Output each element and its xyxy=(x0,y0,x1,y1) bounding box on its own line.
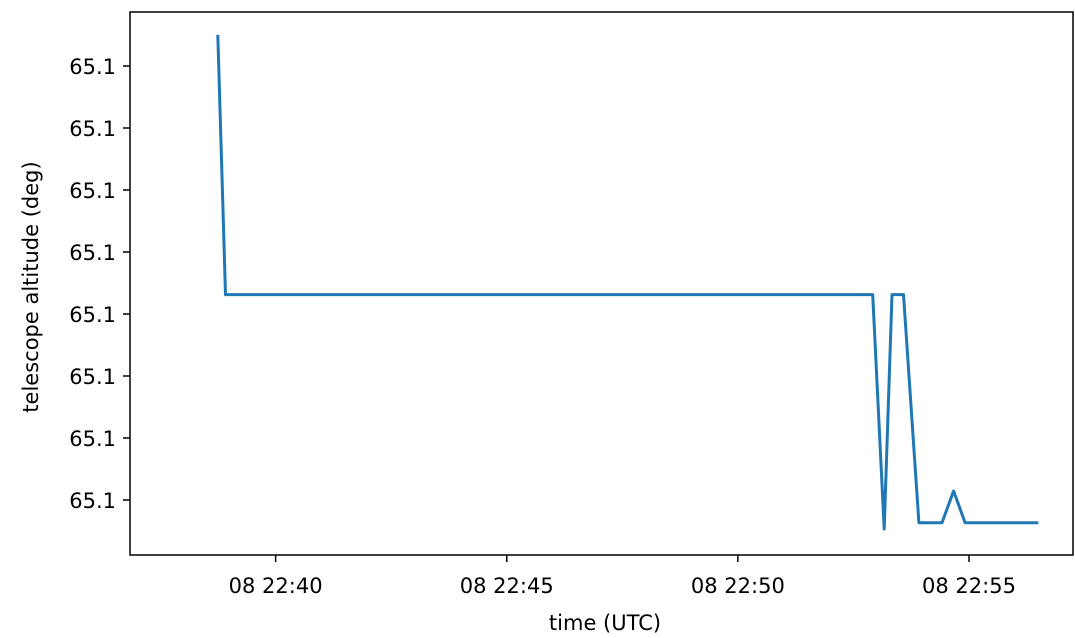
y-tick-label: 65.1 xyxy=(69,117,116,141)
series-line xyxy=(216,34,1039,531)
y-tick-label: 65.1 xyxy=(69,365,116,389)
y-tick-label: 65.1 xyxy=(69,427,116,451)
y-tick-label: 65.1 xyxy=(69,489,116,513)
series-lines xyxy=(216,34,1039,531)
x-tick-label: 08 22:50 xyxy=(691,574,785,598)
y-tick-label: 65.1 xyxy=(69,179,116,203)
x-tick-label: 08 22:45 xyxy=(460,574,554,598)
x-tick-label: 08 22:40 xyxy=(229,574,323,598)
y-axis-label: telescope altitude (deg) xyxy=(19,161,43,412)
x-tick-label: 08 22:55 xyxy=(922,574,1016,598)
y-tick-label: 65.1 xyxy=(69,55,116,79)
y-tick-label: 65.1 xyxy=(69,241,116,265)
y-tick-label: 65.1 xyxy=(69,303,116,327)
x-axis: 08 22:40 08 22:45 08 22:50 08 22:55 xyxy=(229,555,1016,598)
plot-frame xyxy=(129,11,1074,556)
x-axis-label: time (UTC) xyxy=(549,611,661,635)
y-axis: 65.1 65.1 65.1 65.1 65.1 65.1 65.1 65.1 xyxy=(69,55,130,513)
